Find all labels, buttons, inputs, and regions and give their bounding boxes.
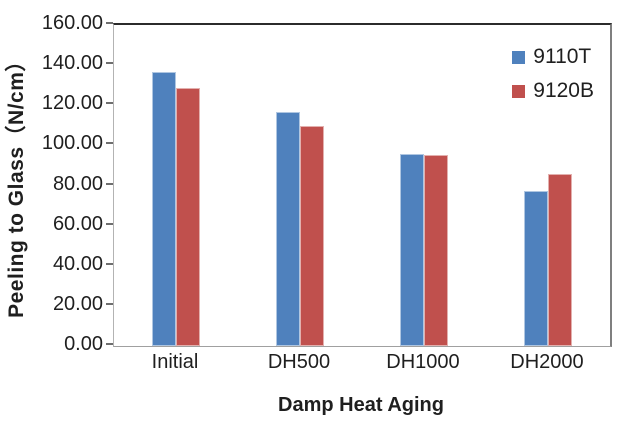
x-category-label: DH500	[267, 351, 331, 373]
y-tick-mark	[106, 102, 113, 105]
legend-item-9110T: 9110T	[512, 45, 594, 69]
plot-area: 9110T 9120B	[113, 23, 612, 347]
bar-9110T-DH2000	[524, 191, 548, 346]
legend-swatch-icon	[512, 50, 526, 64]
y-tick-label: 0.00	[64, 333, 103, 355]
y-tick-mark	[106, 62, 113, 65]
bar-9110T-Initial	[152, 72, 176, 346]
y-tick-label: 100.00	[41, 132, 103, 155]
y-tick-label: 60.00	[52, 212, 103, 235]
bar-9110T-DH1000	[400, 154, 424, 346]
bar-9120B-DH2000	[548, 174, 572, 346]
y-tick-label: 140.00	[41, 52, 103, 75]
y-tick-mark	[106, 302, 113, 305]
y-tick-mark	[106, 343, 113, 345]
x-category-label: DH2000	[510, 351, 584, 373]
legend: 9110T 9120B	[512, 45, 594, 103]
y-tick-label: 40.00	[52, 252, 103, 275]
y-tick-mark	[106, 22, 113, 24]
legend-label: 9120B	[533, 79, 594, 102]
y-tick-label: 80.00	[52, 172, 103, 195]
y-tick-mark	[106, 262, 113, 265]
bar-9110T-DH500	[276, 112, 300, 346]
x-axis-title: Damp Heat Aging	[278, 394, 444, 416]
y-tick-label: 160.00	[41, 12, 103, 34]
legend-swatch-icon	[512, 84, 526, 98]
x-category-label: Initial	[151, 351, 199, 373]
y-tick-label: 20.00	[52, 292, 103, 315]
bar-9120B-DH1000	[424, 155, 448, 346]
bar-9120B-Initial	[176, 88, 200, 346]
legend-label: 9110T	[533, 45, 592, 68]
y-tick-mark	[106, 142, 113, 145]
y-tick-mark	[106, 222, 113, 225]
legend-item-9120B: 9120B	[512, 79, 594, 103]
y-tick-mark	[106, 182, 113, 185]
x-category-label: DH1000	[386, 351, 460, 373]
y-tick-label: 120.00	[41, 92, 103, 115]
bar-9120B-DH500	[300, 126, 324, 346]
